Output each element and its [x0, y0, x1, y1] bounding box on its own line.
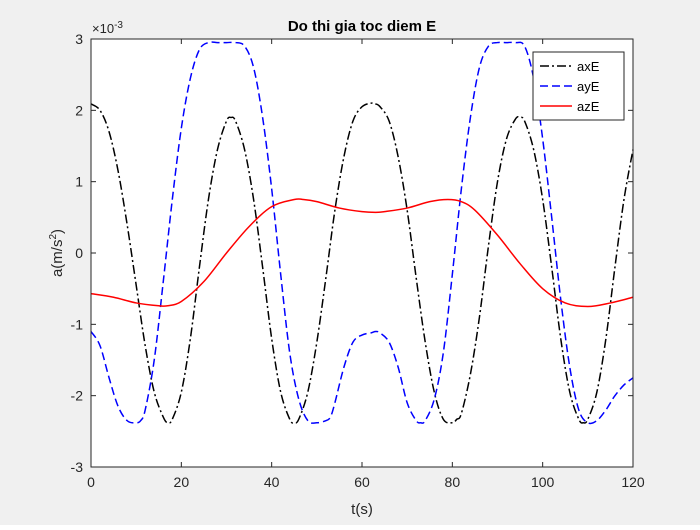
tick-layer: 0 20 40 60 80 100 120 -3 -2 -1 0 1 2 3 [71, 31, 645, 490]
x-tick-label: 20 [174, 474, 190, 490]
y-tick-label: -3 [71, 459, 84, 475]
legend[interactable]: axE ayE azE [532, 51, 625, 121]
y-tick-label: 2 [75, 102, 83, 118]
y-exponent-base: ×10 [92, 21, 114, 36]
x-tick-label: 60 [354, 474, 370, 490]
y-tick-label: 0 [75, 245, 83, 261]
x-axis-label: t(s) [351, 501, 373, 518]
y-axis-label: a(m/s2) [48, 229, 66, 277]
x-tick-label: 40 [264, 474, 280, 490]
legend-axE-label: axE [577, 59, 600, 74]
series-axE-line [90, 102, 634, 424]
x-tick-label: 120 [621, 474, 645, 490]
chart-title: Do thi gia toc diem E [288, 18, 436, 35]
y-tick-label: -1 [71, 316, 84, 332]
y-tick-label: -2 [71, 388, 84, 404]
series-azE-line [90, 198, 634, 308]
legend-box [532, 51, 625, 121]
y-axis-label-main: a(m/s [49, 240, 66, 278]
x-tick-label: 80 [445, 474, 461, 490]
y-exponent-power: -3 [114, 20, 123, 31]
y-axis-label-superscript: 2 [48, 234, 59, 240]
series-ayE-line [90, 41, 634, 425]
y-axis-label-close: ) [49, 229, 66, 234]
x-tick-label: 0 [87, 474, 95, 490]
x-tick-label: 100 [531, 474, 555, 490]
y-tick-label: 1 [75, 174, 83, 190]
legend-azE-label: azE [577, 99, 600, 114]
y-exponent-multiplier: ×10-3 [92, 20, 123, 36]
series-layer [90, 41, 634, 425]
legend-ayE-label: ayE [577, 79, 600, 94]
y-tick-label: 3 [75, 31, 83, 47]
